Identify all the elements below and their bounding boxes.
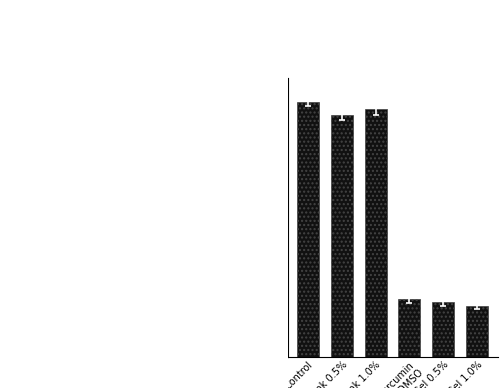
Bar — [398, 299, 420, 357]
Bar — [432, 301, 454, 357]
Bar — [364, 109, 386, 357]
Bar — [297, 102, 319, 357]
Bar — [331, 115, 353, 357]
Bar — [466, 306, 488, 357]
Y-axis label: Number of clones: Number of clones — [238, 168, 248, 267]
